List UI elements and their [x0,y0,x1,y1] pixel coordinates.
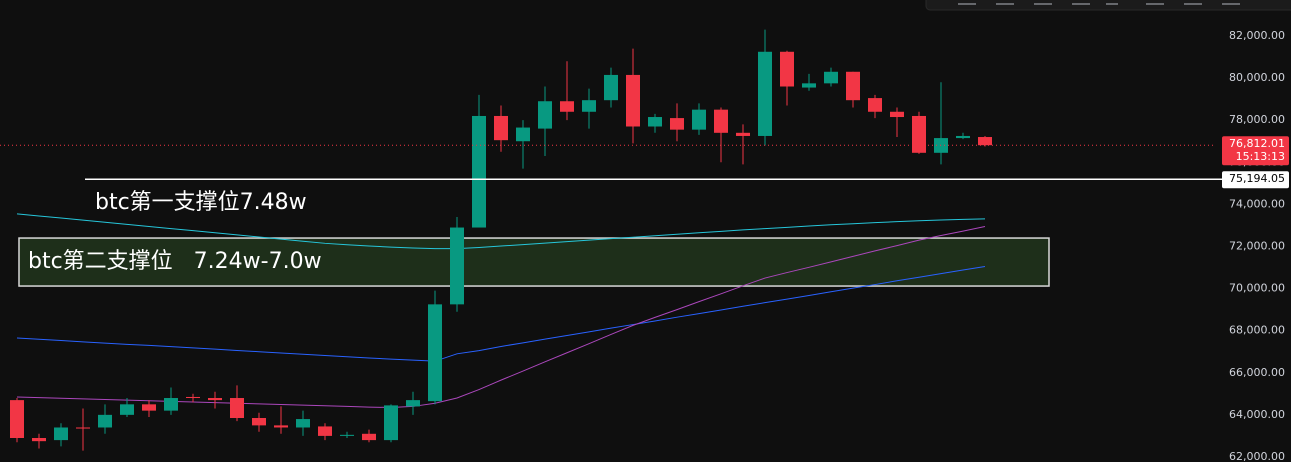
y-tick-label: 66,000.00 [1229,366,1285,379]
candle-body [648,117,662,127]
candle-body [54,427,68,441]
candle-body [692,109,706,130]
candle-body [846,71,860,101]
countdown-label: 15:13:13 [1236,150,1285,163]
candle-body [164,398,178,411]
candle-body [670,118,684,130]
candle-body [406,400,420,407]
candle-body [758,51,772,136]
candle-body [208,398,222,401]
candle-body [472,115,486,228]
y-tick-label: 72,000.00 [1229,239,1285,252]
candle-body [582,100,596,112]
toolbar [925,0,1291,11]
candle-body [450,227,464,305]
toolbar-panel [925,0,1291,11]
y-tick-label: 64,000.00 [1229,408,1285,421]
candle-body [890,111,904,118]
y-tick-label: 82,000.00 [1229,29,1285,42]
candle-body [780,51,794,87]
candle-body [76,427,90,429]
last-price-box [1222,136,1289,166]
candle-body [186,396,200,399]
candle-body [516,127,530,142]
support-line-text: btc第一支撑位7.48w [95,190,307,215]
candle-body [362,433,376,441]
moving-average [16,225,986,408]
candle-body [626,74,640,127]
candle-body [274,425,288,428]
candle-body [340,434,354,436]
candle-body [912,115,926,153]
candle-body [32,438,46,442]
candle-body [384,405,398,441]
candle-body [296,419,310,428]
candle-body [714,109,728,133]
candle-body [560,101,574,112]
candle-body [604,74,618,101]
candle-body [98,414,112,428]
y-tick-label: 80,000.00 [1229,71,1285,84]
last-price-label: 76,812.01 [1229,137,1285,150]
candle-body [868,98,882,112]
y-tick-label: 62,000.00 [1229,450,1285,462]
candle-body [824,71,838,84]
candle-body [252,418,266,426]
candle-body [10,400,24,439]
candle-body [120,404,134,415]
support-zone [18,237,1050,287]
support-zone-text: btc第二支撑位 7.24w-7.0w [28,249,322,274]
moving-average [16,213,986,250]
candle-body [736,132,750,136]
candle-body [318,426,332,436]
y-tick-label: 74,000.00 [1229,197,1285,210]
candle-body [802,83,816,88]
y-tick-label: 70,000.00 [1229,282,1285,295]
candle-body [494,115,508,141]
candle-body [538,101,552,129]
candle-body [978,137,992,146]
candle-body [230,398,244,419]
y-tick-label: 78,000.00 [1229,113,1285,126]
y-tick-label: 68,000.00 [1229,324,1285,337]
candle-body [142,404,156,411]
support-price-label: 75,194.05 [1229,172,1285,185]
candle-body [956,135,970,139]
candle-body [428,304,442,402]
support-price-box [1222,171,1289,189]
moving-average [16,265,986,362]
